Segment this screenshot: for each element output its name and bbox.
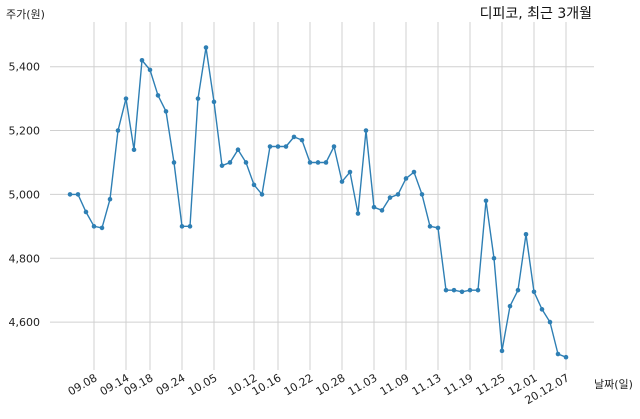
data-point — [379, 208, 385, 213]
data-point — [75, 192, 81, 197]
y-tick-label: 4,600 — [9, 316, 41, 329]
y-tick-label: 5,200 — [9, 125, 41, 138]
data-point — [339, 179, 345, 184]
data-point — [179, 224, 185, 229]
data-point — [307, 160, 313, 165]
x-tick-label: 09.08 — [66, 371, 100, 398]
grid — [50, 22, 594, 370]
data-point — [419, 192, 425, 197]
data-point — [235, 147, 241, 153]
data-point — [323, 160, 329, 165]
data-point — [347, 169, 353, 175]
data-point — [363, 128, 369, 133]
data-point — [395, 192, 401, 197]
data-point — [291, 134, 297, 140]
data-point — [315, 160, 321, 165]
data-point — [491, 255, 497, 261]
data-point — [171, 160, 177, 165]
data-point — [91, 224, 97, 229]
x-tick-label: 11.13 — [410, 371, 444, 398]
data-point — [459, 289, 465, 295]
data-point — [203, 45, 209, 50]
data-point — [555, 351, 561, 357]
data-point — [467, 287, 473, 293]
y-tick-label: 4,800 — [9, 252, 41, 265]
x-tick-label: 11.09 — [378, 371, 412, 398]
data-point — [539, 307, 545, 312]
data-point — [563, 354, 569, 360]
x-tick-label: 11.19 — [442, 371, 476, 398]
data-point — [155, 93, 161, 98]
data-point — [227, 160, 233, 165]
data-point — [251, 182, 257, 188]
y-tick-labels: 4,600 4,800 5,000 5,200 5,400 — [9, 61, 41, 329]
data-point — [499, 348, 505, 354]
data-point — [67, 192, 73, 197]
x-tick-label: 10.05 — [186, 371, 220, 398]
data-point — [195, 96, 201, 101]
data-point — [299, 137, 305, 143]
data-point — [99, 225, 105, 231]
data-point — [267, 144, 273, 149]
price-series — [67, 45, 569, 360]
data-point — [371, 204, 377, 210]
data-point — [435, 225, 441, 231]
x-tick-label: 11.25 — [474, 371, 508, 398]
data-point — [411, 169, 417, 175]
data-point — [331, 144, 337, 149]
data-point — [531, 289, 537, 295]
data-point — [139, 58, 145, 63]
data-point — [83, 209, 89, 215]
data-point — [211, 99, 217, 105]
y-axis-label: 주가(원) — [6, 8, 45, 21]
data-point — [259, 192, 265, 197]
data-point — [131, 147, 137, 153]
data-point — [187, 224, 193, 229]
data-point — [115, 128, 121, 133]
data-point — [451, 287, 457, 293]
chart-title: 디피코, 최근 3개월 — [480, 6, 592, 22]
y-tick-label: 5,000 — [9, 188, 41, 201]
x-tick-label: 10.22 — [282, 371, 316, 398]
price-line — [70, 47, 567, 358]
data-point — [475, 287, 481, 293]
data-point — [403, 176, 409, 181]
data-point — [123, 96, 129, 101]
data-point — [443, 287, 449, 293]
data-point — [523, 232, 529, 237]
data-point — [163, 109, 169, 114]
data-point — [355, 211, 361, 216]
x-axis-label: 날짜(일) — [594, 377, 633, 391]
x-tick-label: 10.28 — [314, 371, 348, 398]
data-point — [147, 67, 153, 73]
data-point — [107, 196, 113, 202]
y-tick-label: 5,400 — [9, 61, 41, 74]
data-point — [427, 224, 433, 229]
data-point — [219, 163, 225, 168]
data-point — [387, 195, 393, 200]
data-point — [515, 287, 521, 293]
data-point — [275, 144, 281, 149]
data-point — [507, 303, 513, 309]
data-point — [547, 319, 553, 325]
data-point — [483, 198, 489, 204]
x-tick-label: 09.24 — [154, 371, 188, 398]
data-point — [243, 160, 249, 165]
data-point — [283, 144, 289, 149]
x-tick-label: 11.03 — [346, 371, 380, 398]
